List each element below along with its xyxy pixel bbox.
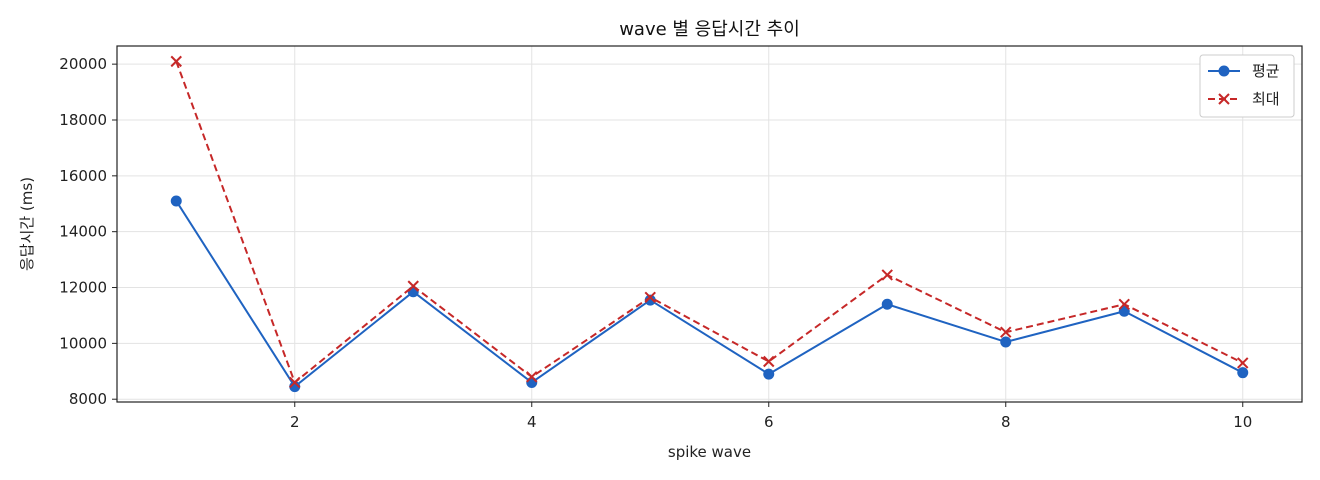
x-tick-label: 10 — [1233, 413, 1252, 431]
legend-item: 최대 — [1208, 90, 1280, 108]
data-point — [1000, 326, 1012, 338]
legend-marker — [1218, 93, 1230, 105]
x-tick-label: 8 — [1001, 413, 1011, 431]
data-point — [763, 368, 775, 380]
series-line — [175, 200, 1244, 388]
x-marker-stroke — [170, 55, 182, 68]
data-point — [407, 280, 419, 292]
data-point — [1118, 305, 1130, 317]
y-tick-label: 18000 — [59, 111, 107, 129]
data-point — [170, 55, 182, 68]
x-marker-stroke — [1000, 326, 1012, 338]
x-axis-label: spike wave — [668, 443, 751, 461]
legend-marker — [1218, 65, 1230, 77]
x-marker-stroke — [1218, 93, 1230, 105]
y-tick-label: 20000 — [59, 55, 107, 73]
series-2 — [170, 55, 1249, 389]
grid — [117, 46, 1302, 402]
x-marker-stroke — [407, 280, 419, 292]
data-point — [763, 355, 775, 368]
x-marker-stroke — [1118, 298, 1130, 310]
y-axis-label: 응답시간 (ms) — [18, 177, 36, 271]
x-marker-stroke — [763, 355, 775, 368]
x-marker-stroke — [881, 269, 893, 281]
legend-label: 최대 — [1252, 90, 1280, 108]
chart-title: wave 별 응답시간 추이 — [619, 19, 800, 40]
y-tick-label: 16000 — [59, 167, 107, 185]
data-point — [1237, 357, 1249, 369]
x-tick-label: 4 — [527, 413, 537, 431]
data-point — [644, 291, 656, 304]
legend-box — [1199, 54, 1295, 118]
x-marker-stroke — [644, 291, 656, 304]
data-point — [1118, 298, 1130, 310]
data-point — [1000, 336, 1012, 348]
data-point — [1237, 367, 1249, 379]
x-marker-stroke — [1237, 357, 1249, 369]
plot-area-frame — [116, 45, 1303, 403]
legend-label: 평균 — [1252, 62, 1280, 80]
data-point — [526, 371, 538, 383]
y-tick-label: 10000 — [59, 334, 107, 352]
data-point — [170, 195, 182, 207]
series-line — [175, 61, 1244, 384]
legend-item: 평균 — [1208, 62, 1280, 80]
y-tick-label: 8000 — [69, 390, 107, 408]
x-tick-label: 2 — [290, 413, 300, 431]
series-group — [170, 55, 1249, 393]
y-tick-label: 12000 — [59, 279, 107, 297]
x-marker-stroke — [289, 376, 301, 389]
data-point — [289, 376, 301, 389]
series-1 — [170, 195, 1249, 393]
y-tick-label: 14000 — [59, 223, 107, 241]
x-marker-stroke — [526, 371, 538, 383]
x-tick-label: 6 — [764, 413, 774, 431]
data-point — [881, 269, 893, 281]
axes: 2 4 6 8 10 8000 10000 12000 14000 16000 18000 20000 — [59, 55, 1252, 431]
data-point — [526, 376, 538, 388]
data-point — [881, 298, 893, 310]
